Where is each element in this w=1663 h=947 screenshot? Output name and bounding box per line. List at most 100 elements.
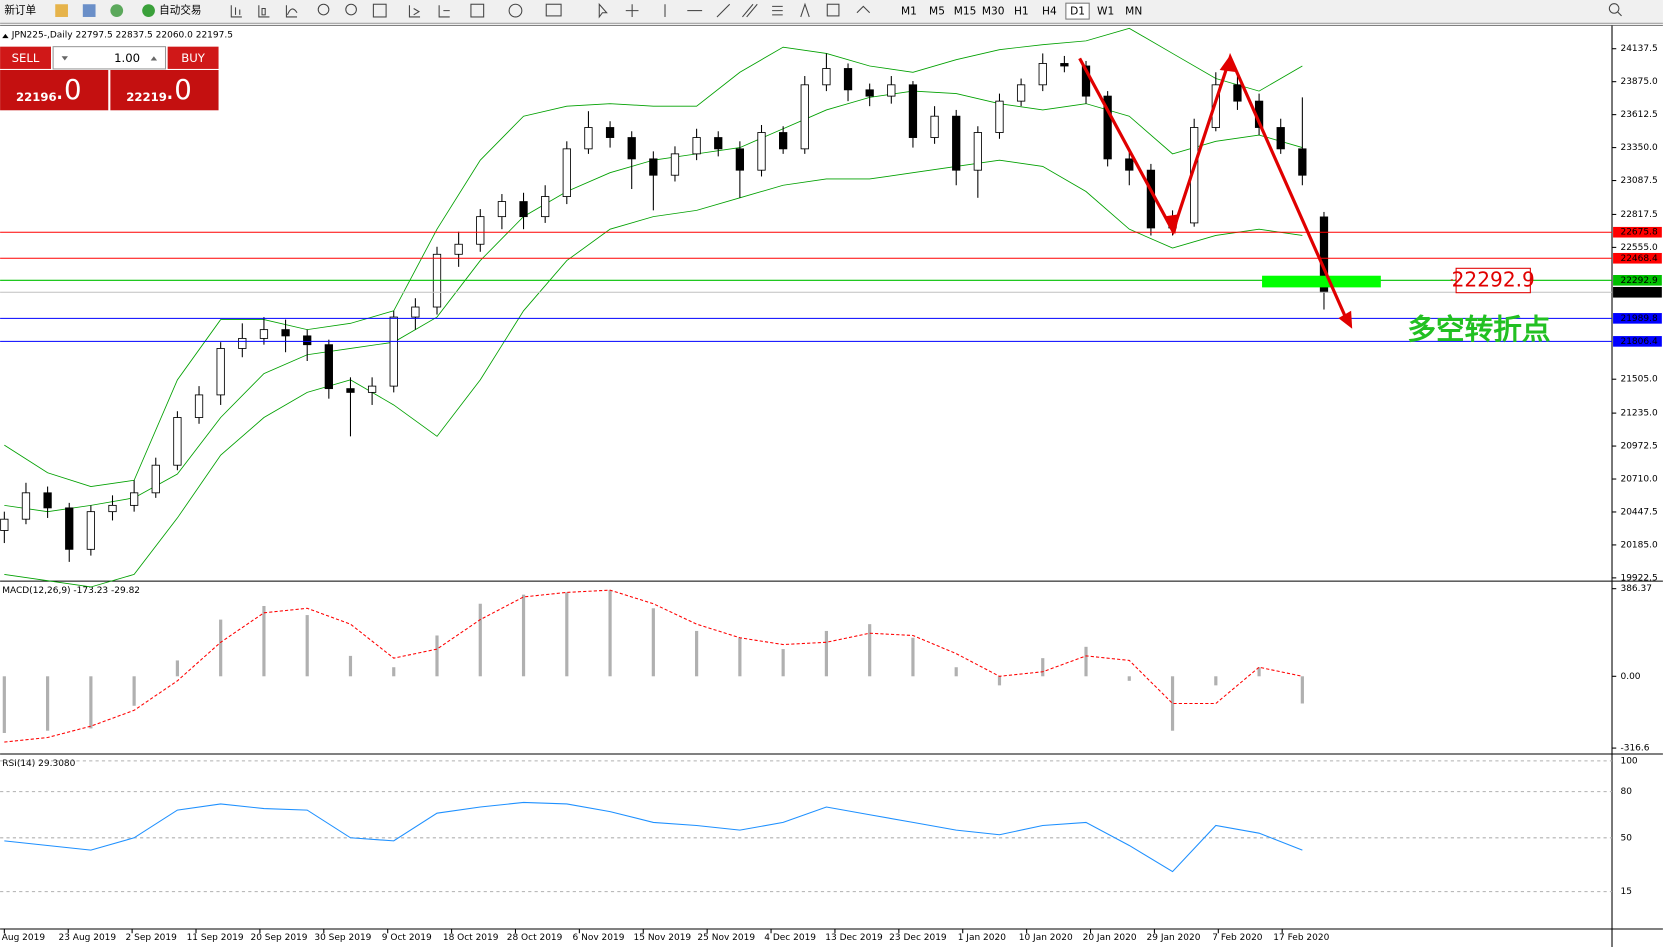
timeframe-button[interactable]: H1 — [1014, 6, 1029, 18]
ask-box[interactable] — [110, 69, 219, 111]
buy-button[interactable] — [167, 46, 219, 69]
timeframe-button[interactable]: M5 — [929, 6, 945, 18]
y-tick-label: 20447.5 — [1620, 507, 1657, 517]
x-tick-label: 2 Sep 2019 — [126, 933, 178, 943]
auto-trading-button[interactable]: 自动交易 — [159, 4, 201, 17]
toolbar-icons — [230, 2, 1622, 19]
lot-field[interactable] — [52, 46, 167, 70]
timeframe-button[interactable]: M15 — [954, 6, 977, 18]
candle-body — [1298, 148, 1307, 176]
x-tick-label: 23 Dec 2019 — [889, 933, 947, 943]
candle-body — [1103, 95, 1112, 160]
timeframe-button[interactable]: W1 — [1097, 6, 1114, 18]
y-tick-label: 24137.5 — [1620, 44, 1657, 54]
timeframe-button[interactable]: D1 — [1070, 6, 1085, 18]
y-tick-label: 100 — [1620, 756, 1637, 766]
price-level-label: 21989.8 — [1620, 314, 1657, 324]
candle-body — [1016, 84, 1026, 102]
sell-label[interactable]: SELL — [12, 51, 40, 65]
candle-body — [735, 148, 745, 171]
lot-value[interactable]: 1.00 — [114, 51, 140, 65]
buy-label[interactable]: BUY — [181, 51, 206, 65]
bollinger-upper — [4, 27, 1303, 487]
x-tick-label: Aug 2019 — [2, 933, 46, 943]
icon[interactable] — [55, 4, 68, 17]
candle-body — [887, 84, 896, 97]
candle-body — [43, 492, 52, 509]
candle-body — [86, 511, 96, 550]
x-tick-label: 30 Sep 2019 — [314, 933, 371, 943]
y-tick-label: 21505.0 — [1620, 375, 1657, 385]
y-tick-label: 23087.5 — [1620, 176, 1657, 186]
macd-bar — [695, 630, 699, 677]
price-level-tag — [1613, 336, 1662, 347]
bid-price[interactable]: 22196 — [16, 90, 57, 104]
candle-body — [757, 132, 766, 171]
timeframe-button[interactable]: M30 — [982, 6, 1005, 18]
macd-bar — [868, 624, 872, 677]
candle-body — [995, 100, 1004, 133]
macd-bar — [565, 592, 569, 677]
annotation-text: 多空转折点 — [1407, 312, 1550, 346]
candle-body — [454, 243, 463, 255]
y-tick-label: 20185.0 — [1620, 540, 1657, 550]
candle-body — [843, 68, 853, 91]
candle-body — [1081, 65, 1091, 97]
candle-body — [21, 492, 31, 520]
candle-body — [865, 89, 874, 97]
candle-body — [129, 492, 139, 506]
candle-body — [1060, 63, 1069, 67]
y-tick-label: 23612.5 — [1620, 110, 1657, 120]
ask-price[interactable]: 22219 — [126, 90, 167, 104]
rsi-line — [4, 801, 1303, 873]
candle-body — [1233, 84, 1242, 102]
new-order-button[interactable]: 新订单 — [4, 4, 36, 17]
icon[interactable] — [82, 4, 96, 17]
macd-bar — [651, 608, 655, 677]
sell-button[interactable] — [0, 46, 51, 69]
rsi-title: RSI(14) 29.3080 — [2, 759, 75, 769]
active-timeframe — [1065, 2, 1090, 20]
y-tick-label: 20710.0 — [1620, 475, 1657, 485]
macd-bar — [305, 615, 309, 677]
candle-body — [194, 394, 204, 418]
bid-box[interactable] — [0, 69, 109, 111]
price-annotation-box — [1455, 267, 1531, 294]
candle-body — [779, 132, 788, 150]
bid-fraction[interactable]: .0 — [55, 73, 81, 106]
y-tick-label: 23875.0 — [1620, 77, 1657, 87]
macd-bar — [262, 606, 266, 677]
macd-bar — [1127, 676, 1131, 681]
collapse-icon[interactable] — [2, 33, 9, 39]
x-tick-label: 25 Nov 2019 — [697, 933, 755, 943]
timeframe-button[interactable]: MN — [1125, 6, 1142, 18]
macd-bar — [608, 590, 612, 677]
x-tick-label: 17 Feb 2020 — [1273, 933, 1329, 943]
x-tick-label: 11 Sep 2019 — [187, 933, 244, 943]
x-tick-label: 10 Jan 2020 — [1019, 933, 1073, 943]
y-tick-label: -316.6 — [1620, 744, 1649, 754]
x-tick-label: 20 Jan 2020 — [1083, 933, 1137, 943]
macd-signal — [4, 589, 1303, 743]
candle-body — [692, 137, 701, 155]
timeframe-button[interactable]: M1 — [901, 6, 917, 18]
icon[interactable] — [110, 4, 124, 17]
zone-highlight — [1262, 275, 1381, 288]
y-tick-label: 386.37 — [1620, 584, 1652, 594]
macd-bar — [1257, 667, 1261, 677]
timeframe-button[interactable]: H4 — [1042, 6, 1057, 18]
macd-bar — [954, 667, 958, 677]
y-tick-label: 21235.0 — [1620, 409, 1657, 419]
ask-fraction[interactable]: .0 — [166, 73, 192, 106]
rsi-panel: 100 80 50 15 — [0, 756, 1638, 897]
price-level-label: 22292.9 — [1620, 276, 1657, 286]
icon[interactable] — [142, 4, 155, 17]
candle-body — [562, 148, 571, 197]
candle-body — [216, 348, 225, 396]
macd-bar — [738, 637, 742, 677]
macd-bar — [1300, 676, 1304, 704]
x-tick-label: 9 Oct 2019 — [382, 933, 432, 943]
y-tick-label: 22555.0 — [1620, 243, 1657, 253]
candle-body — [973, 132, 982, 171]
